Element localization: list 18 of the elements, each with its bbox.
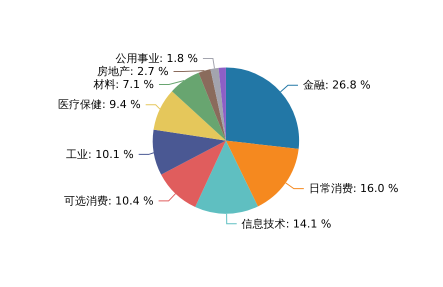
data-label: : 2.7 % (130, 64, 169, 78)
slice-label: 公用事业 (115, 52, 160, 65)
slice-label: 医疗保健 (58, 98, 102, 112)
data-label: : 1.8 % (159, 52, 198, 65)
slice-label: 可选消费 (64, 194, 108, 208)
slice-label: 日常消费 (308, 182, 353, 196)
data-label: : 10.4 % (108, 194, 154, 208)
slice-label: 工业 (66, 148, 88, 161)
slice-label: 信息技术 (242, 217, 286, 230)
slice-label: 房地产 (96, 64, 130, 78)
slice-label: 材料 (92, 78, 116, 91)
data-label: : 16.0 % (352, 182, 398, 196)
data-label: : 26.8 % (324, 78, 371, 92)
slice-label: 金融 (302, 78, 325, 92)
data-label: : 9.4 % (102, 98, 141, 112)
data-label: : 7.1 % (115, 78, 154, 91)
data-label: : 14.1 % (286, 217, 332, 230)
data-label: : 10.1 % (88, 148, 134, 161)
